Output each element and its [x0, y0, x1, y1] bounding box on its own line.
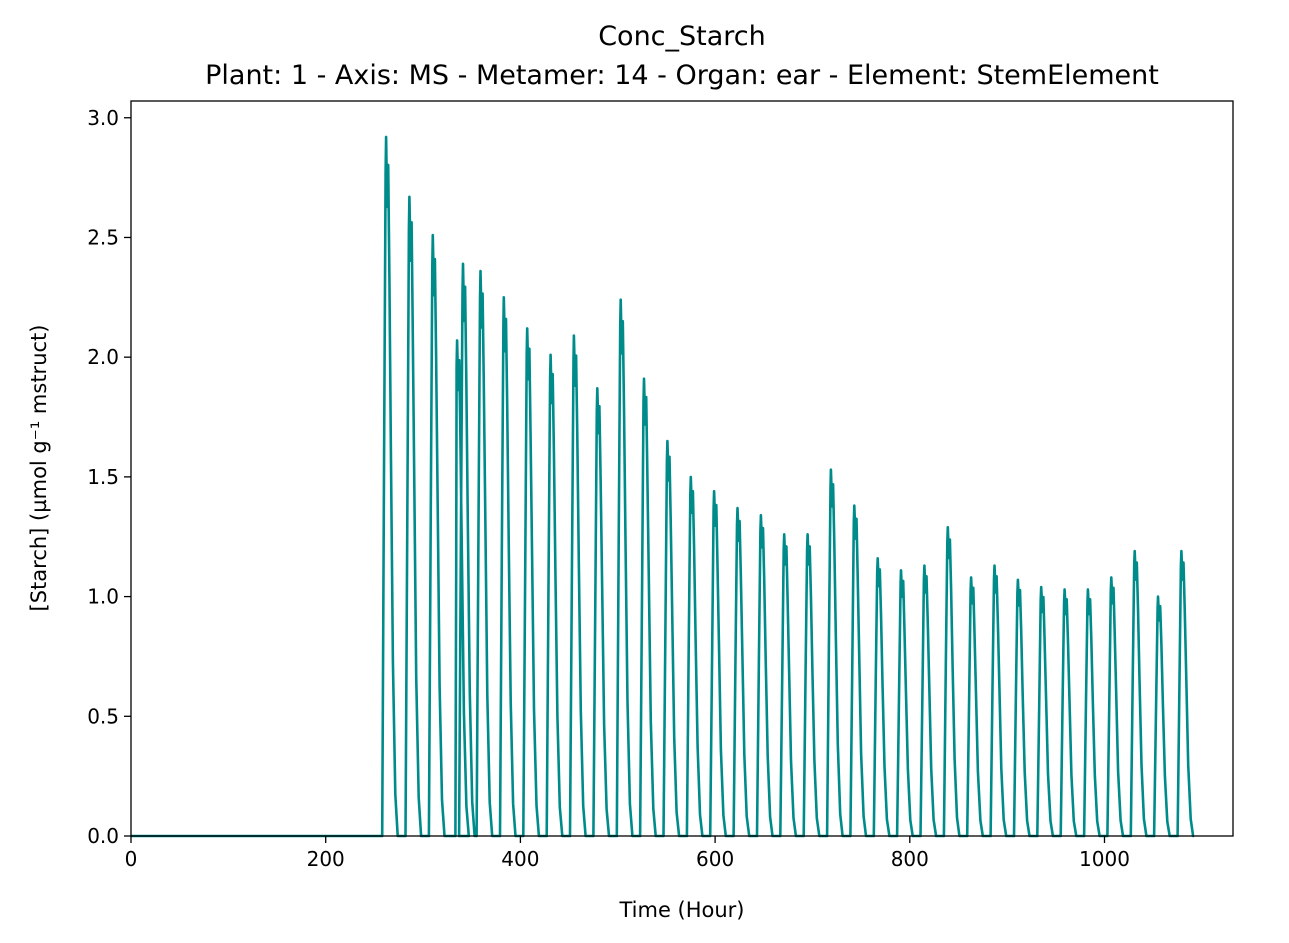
y-tick-label: 0.5	[87, 704, 119, 728]
x-axis-label: Time (Hour)	[618, 898, 744, 922]
x-tick-label: 400	[501, 847, 539, 871]
chart-subtitle: Plant: 1 - Axis: MS - Metamer: 14 - Orga…	[205, 60, 1159, 91]
y-tick-label: 0.0	[87, 824, 119, 848]
x-tick-label: 1000	[1079, 847, 1130, 871]
y-axis: 0.0 0.5 1.0 1.5 2.0 2.5 3.0	[87, 106, 131, 848]
x-tick-label: 800	[891, 847, 929, 871]
y-axis-label: [Starch] (µmol g⁻¹ mstruct)	[27, 325, 51, 612]
y-tick-label: 3.0	[87, 106, 119, 130]
chart-title: Conc_Starch	[598, 21, 766, 52]
y-tick-label: 1.5	[87, 465, 119, 489]
plot-area	[130, 100, 1234, 838]
x-tick-label: 0	[125, 847, 138, 871]
y-tick-label: 2.0	[87, 345, 119, 369]
y-tick-label: 2.5	[87, 225, 119, 249]
series-line	[131, 135, 1195, 838]
plot-frame	[130, 100, 1234, 837]
y-tick-label: 1.0	[87, 585, 119, 609]
x-axis: 0 200 400 600 800 1000	[125, 836, 1130, 871]
x-tick-label: 600	[696, 847, 734, 871]
x-tick-label: 200	[307, 847, 345, 871]
